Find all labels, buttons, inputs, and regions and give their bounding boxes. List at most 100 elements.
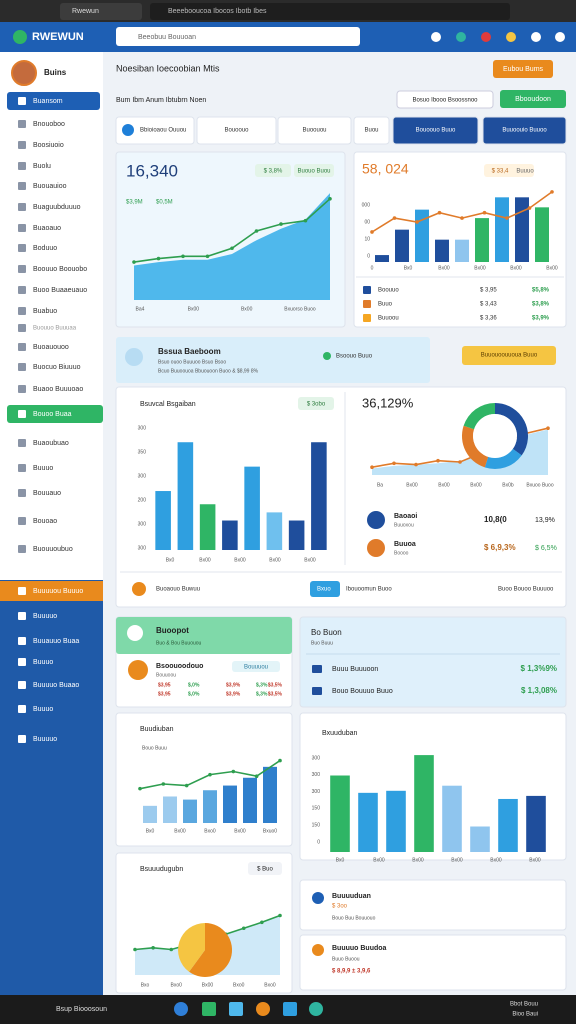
tab-label[interactable]: Buoouou	[302, 128, 326, 134]
button[interactable]	[462, 346, 556, 365]
list-sub: Buuo Buoou	[332, 956, 360, 962]
list-title: Buuuuo Buudoa	[332, 945, 387, 952]
tab-label[interactable]: Buuoouio Buuoo	[502, 128, 547, 134]
filter[interactable]	[396, 90, 494, 109]
nav-item[interactable]: Buouuoubuo	[33, 546, 73, 553]
tag	[232, 661, 280, 672]
tab-label[interactable]: Bouoouo	[224, 128, 249, 134]
nav-item[interactable]: Bouuauo	[33, 490, 61, 497]
header-icon[interactable]	[531, 32, 541, 42]
nav-item[interactable]: Buuuo	[33, 465, 53, 472]
nav-icon	[18, 464, 26, 472]
row-value: $ 1,3,08%	[521, 686, 557, 695]
row-text: $3,8%	[532, 302, 550, 308]
marker	[414, 462, 418, 467]
marker	[436, 458, 440, 463]
header-icon[interactable]	[431, 32, 441, 42]
tab-icon	[122, 124, 134, 136]
taskbar-search[interactable]: Bsup Biooosoun	[56, 1006, 107, 1013]
nav-item[interactable]: Buansom	[33, 98, 63, 105]
card-sub: Buo & Bou Buuouou	[156, 640, 202, 646]
marker	[260, 920, 264, 925]
list-badge: $ 3oo	[332, 904, 348, 910]
nav-item[interactable]: Buaoauo	[33, 225, 61, 232]
button[interactable]	[493, 60, 553, 78]
tab[interactable]	[353, 116, 390, 145]
nav-item[interactable]: Buaguubduuuo	[33, 204, 81, 211]
marker	[161, 782, 166, 786]
nav-item[interactable]: Buoo Buaaeuauo	[33, 287, 87, 294]
nav-item[interactable]: Buaoubuao	[33, 440, 69, 447]
tab[interactable]	[392, 116, 479, 145]
header-icon[interactable]	[506, 32, 516, 42]
nav-item[interactable]: Buouuo Buuuaa	[33, 326, 77, 332]
nav-item[interactable]: Buabuo	[33, 308, 57, 315]
badge-text: $ 33,4	[492, 169, 509, 175]
card-title: Bxuuduban	[322, 730, 358, 737]
marker	[546, 426, 550, 431]
nav-icon	[18, 587, 26, 595]
nav-item[interactable]: Bouoao	[33, 518, 57, 525]
button[interactable]	[500, 90, 566, 108]
nav-item[interactable]: Buaoo Buuuoao	[33, 386, 83, 393]
pie-slice	[189, 923, 233, 977]
row-sub: Boooo	[394, 550, 409, 556]
y-tick-label: 0	[317, 839, 320, 845]
nav-active[interactable]	[0, 581, 103, 601]
nav-item[interactable]: Buuuuo Buaao	[33, 682, 79, 689]
nav-item[interactable]: Bnouoboo	[33, 121, 65, 128]
button-label[interactable]: Eubou Bums	[503, 66, 544, 73]
tab-label[interactable]: Bouoouo Buuo	[416, 128, 456, 134]
nav-item[interactable]: Buuuuou Buuuo	[33, 588, 83, 595]
bar	[495, 197, 509, 262]
kpi-sub: $3,9M	[126, 200, 143, 206]
nav-item[interactable]: Boouuo Boouobo	[33, 266, 87, 273]
nav-item[interactable]: Bouoo Buaa	[33, 411, 72, 418]
filter-label[interactable]: Bosuo Ibooo Bsoossnoo	[412, 98, 478, 104]
footer-button[interactable]	[310, 581, 340, 597]
nav-item[interactable]: Boosiuoio	[33, 142, 64, 149]
search-input[interactable]: Beeobuu Bouuoan	[138, 34, 196, 41]
tab-label[interactable]: Bbioioaou Ouuou	[140, 128, 186, 134]
button-label[interactable]: Bbooudoon	[515, 96, 551, 103]
logo: RWEWUN	[32, 31, 84, 43]
nav-item[interactable]: Buuuuo	[33, 736, 57, 743]
header-icon[interactable]	[481, 32, 491, 42]
badge	[294, 164, 334, 177]
nav-active[interactable]	[7, 92, 100, 110]
x-tick-label: Bx00	[529, 857, 541, 863]
nav-item[interactable]: Buuuo	[33, 659, 53, 666]
tab[interactable]	[196, 116, 277, 145]
tab[interactable]	[482, 116, 567, 145]
tab-label[interactable]: Buou	[364, 128, 378, 134]
row-value: 10,8(0	[484, 515, 507, 524]
x-tick-label: Bx00	[199, 557, 211, 563]
nav-item[interactable]: Buouauioo	[33, 183, 67, 190]
nav-item[interactable]: Buoauouoo	[33, 344, 69, 351]
tab[interactable]	[115, 116, 195, 145]
button-label[interactable]: Buuouoouuoua Buuo	[481, 353, 538, 359]
header-icon[interactable]	[555, 32, 565, 42]
x-tick-label: Bx00	[373, 857, 385, 863]
nav-item[interactable]: Buuauuo Buaa	[33, 638, 79, 645]
y-tick-label: 300	[138, 545, 147, 551]
tab[interactable]	[277, 116, 352, 145]
x-tick-label: Bx00	[234, 828, 246, 834]
nav-item[interactable]: Buolu	[33, 163, 51, 170]
nav-active[interactable]	[7, 405, 103, 423]
nav-item[interactable]: Buuuo	[33, 706, 53, 713]
nav-item[interactable]: Buuuuo	[33, 613, 57, 620]
x-tick-label: Bx0	[404, 265, 413, 271]
nav-item[interactable]: Buocuo Biuuuo	[33, 364, 81, 371]
footer-text[interactable]: Bxuo	[317, 587, 331, 593]
nav-item[interactable]: Boduuo	[33, 245, 57, 252]
nav-icon	[18, 489, 26, 497]
list-title: Buuuuduan	[332, 893, 371, 900]
header-icon[interactable]	[456, 32, 466, 42]
badge	[298, 397, 334, 410]
row-sub: Buuoxou	[394, 522, 414, 528]
marker	[527, 206, 532, 210]
marker	[181, 254, 185, 259]
bar	[395, 229, 409, 262]
